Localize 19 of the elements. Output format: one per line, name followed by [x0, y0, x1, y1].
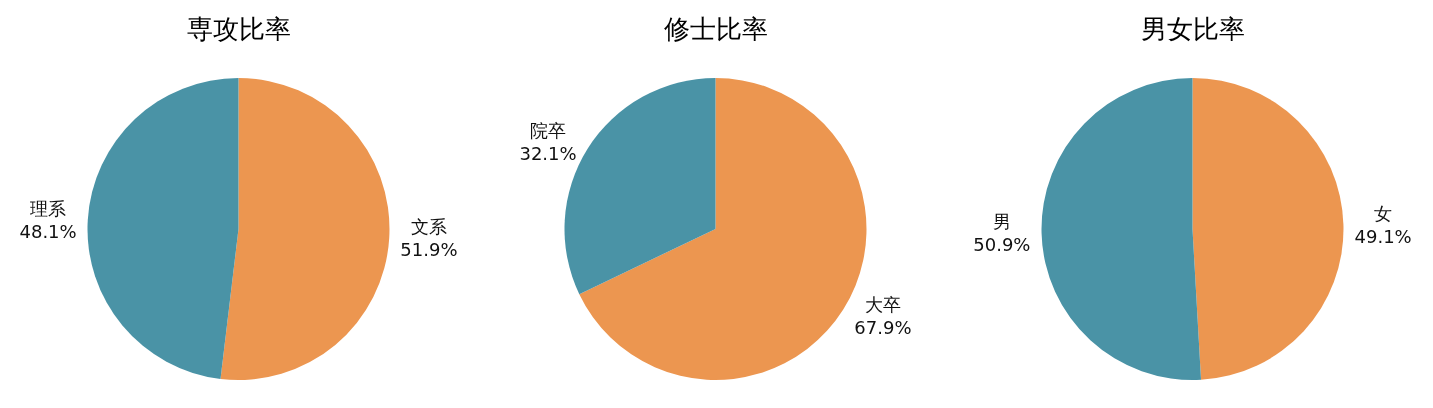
pie-slice	[1041, 78, 1202, 380]
slice-label: 女	[1374, 202, 1393, 224]
slice-label: 理系	[30, 197, 67, 219]
data-label: 48.1%	[19, 221, 77, 243]
slice-label: 文系	[410, 215, 447, 237]
slice-label: 院卒	[530, 119, 567, 141]
chart-title: 専攻比率	[186, 13, 291, 44]
pie-slice	[1192, 78, 1344, 380]
chart-title: 修士比率	[663, 13, 768, 44]
data-label: 50.9%	[973, 234, 1031, 256]
data-label: 67.9%	[854, 317, 912, 339]
slice-label: 大卒	[864, 293, 901, 315]
pie-slice	[87, 78, 239, 379]
data-label: 51.9%	[400, 239, 458, 261]
slice-label: 男	[992, 211, 1011, 233]
chart-title: 男女比率	[1140, 13, 1245, 44]
data-label: 49.1%	[1354, 225, 1412, 247]
data-label: 32.1%	[519, 143, 577, 165]
pie-slice	[220, 78, 390, 380]
